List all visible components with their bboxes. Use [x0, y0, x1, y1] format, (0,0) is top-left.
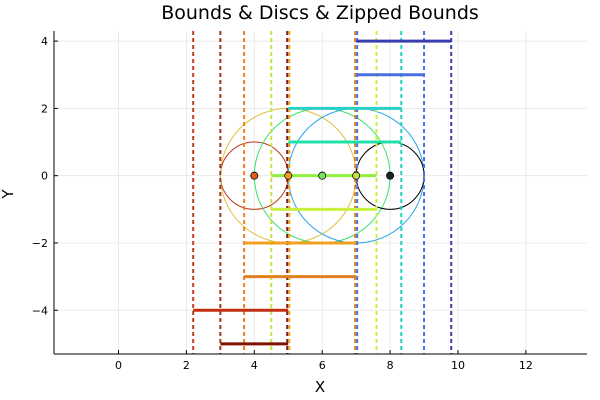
x-tick-label: 0: [115, 359, 122, 372]
disc-center-point: [250, 171, 259, 180]
chart-title: Bounds & Discs & Zipped Bounds: [161, 2, 479, 24]
x-tick-label: 6: [319, 359, 326, 372]
x-tick-label: 12: [519, 359, 533, 372]
y-tick-label: 0: [41, 170, 48, 183]
disc-center-point: [386, 171, 395, 180]
x-tick-label: 10: [451, 359, 465, 372]
y-tick-label: 2: [41, 102, 48, 115]
x-tick-label: 4: [251, 359, 258, 372]
disc-center-point: [318, 171, 327, 180]
x-tick-label: 2: [183, 359, 190, 372]
axes-frame: [53, 31, 587, 355]
plot-area: [192, 31, 453, 354]
y-tick-label: 4: [41, 35, 48, 48]
y-tick-label: −2: [32, 237, 48, 250]
grid: [54, 31, 587, 354]
x-tick-label: 8: [387, 359, 394, 372]
ticks: 0 2 4 6 8 10 12 −4 −2 0 2 4: [32, 35, 533, 372]
disc-center-point: [284, 171, 293, 180]
y-axis-label: Y: [0, 189, 17, 200]
y-tick-label: −4: [32, 304, 48, 317]
disc-center-point: [352, 171, 361, 180]
x-axis-label: X: [315, 378, 325, 396]
